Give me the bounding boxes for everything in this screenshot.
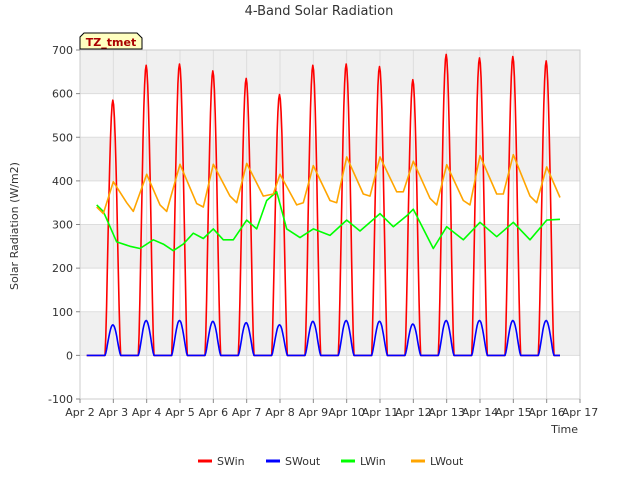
x-tick-label: Apr 15 (495, 406, 532, 419)
x-tick-label: Apr 13 (428, 406, 465, 419)
x-tick-label: Apr 11 (362, 406, 399, 419)
x-tick-label: Apr 6 (199, 406, 229, 419)
x-axis-label: Time (550, 423, 578, 436)
legend-item-lwin: LWin (341, 455, 386, 468)
y-tick-label: 300 (52, 219, 73, 232)
y-tick-label: 600 (52, 88, 73, 101)
x-tick-label: Apr 8 (265, 406, 295, 419)
x-axis-ticks: Apr 2 Apr 3 Apr 4 Apr 5 Apr 6 Apr 7 Apr 8 Apr 9… (65, 399, 598, 419)
y-tick-label: 0 (66, 349, 73, 362)
x-tick-label: Apr 3 (99, 406, 129, 419)
chart-title: 4-Band Solar Radiation (245, 4, 394, 19)
background-band (80, 137, 580, 181)
x-tick-label: Apr 12 (395, 406, 432, 419)
x-tick-label: Apr 4 (132, 406, 162, 419)
legend-item-swin: SWin (198, 455, 245, 468)
x-tick-label: Apr 7 (232, 406, 262, 419)
y-axis-label: Solar Radiation (W/m2) (8, 162, 21, 290)
legend-label: LWin (360, 455, 386, 468)
x-tick-label: Apr 2 (65, 406, 95, 419)
x-tick-label: Apr 14 (462, 406, 499, 419)
annotation-badge: TZ_tmet (79, 32, 143, 50)
y-tick-label: 100 (52, 306, 73, 319)
x-tick-label: Apr 5 (165, 406, 195, 419)
series-line-lwin (96, 191, 561, 252)
y-tick-label: -100 (48, 393, 73, 406)
y-tick-label: 500 (52, 131, 73, 144)
y-axis-ticks: -100 0 100 200 300 400 500 600 700 (48, 44, 80, 406)
background-band (80, 311, 580, 356)
series-lines (86, 53, 561, 357)
legend-item-swout: SWout (266, 455, 321, 468)
y-tick-label: 200 (52, 262, 73, 275)
legend-label: SWout (285, 455, 321, 468)
y-tick-label: 700 (52, 44, 73, 57)
x-tick-label: Apr 10 (328, 406, 365, 419)
x-tick-label: Apr 17 (562, 406, 599, 419)
legend-label: LWout (430, 455, 464, 468)
plot-background-bands (80, 50, 580, 356)
background-band (80, 224, 580, 269)
y-tick-label: 400 (52, 175, 73, 188)
x-tick-label: Apr 16 (528, 406, 565, 419)
legend-item-lwout: LWout (411, 455, 464, 468)
x-tick-label: Apr 9 (299, 406, 329, 419)
series-line-lwout (96, 153, 561, 215)
legend: SWin SWout LWin LWout (198, 455, 464, 468)
annotation-text: TZ_tmet (86, 36, 136, 49)
legend-label: SWin (217, 455, 245, 468)
series-line-swout (86, 319, 560, 357)
background-band (80, 50, 580, 94)
series-line-swin (86, 53, 560, 357)
